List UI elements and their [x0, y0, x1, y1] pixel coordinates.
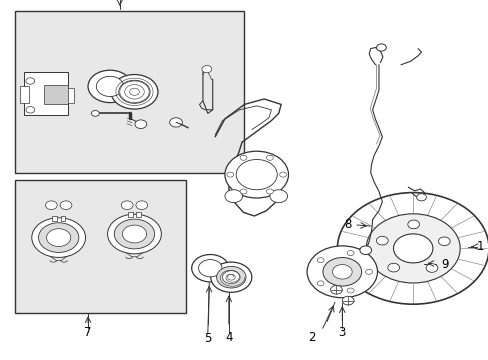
Circle shape — [135, 120, 146, 129]
Bar — [127, 212, 132, 217]
Circle shape — [346, 251, 353, 256]
Circle shape — [330, 285, 342, 294]
Circle shape — [359, 246, 371, 255]
Bar — [24, 72, 68, 115]
Text: 5: 5 — [203, 332, 211, 345]
Circle shape — [198, 260, 222, 277]
Circle shape — [236, 159, 277, 190]
Circle shape — [387, 263, 399, 272]
Circle shape — [224, 190, 242, 203]
Text: 8: 8 — [344, 219, 351, 231]
Text: 4: 4 — [224, 331, 232, 344]
Circle shape — [376, 44, 386, 51]
Text: 3: 3 — [338, 327, 346, 339]
Bar — [44, 85, 68, 104]
Circle shape — [216, 266, 245, 288]
Circle shape — [107, 214, 161, 254]
Circle shape — [39, 223, 79, 252]
Circle shape — [210, 262, 251, 292]
Circle shape — [26, 107, 35, 113]
Bar — [52, 216, 57, 221]
Text: 1: 1 — [476, 240, 483, 253]
Circle shape — [122, 225, 146, 243]
Circle shape — [240, 189, 246, 194]
Circle shape — [317, 281, 324, 286]
Circle shape — [266, 155, 273, 160]
Circle shape — [119, 80, 150, 103]
Circle shape — [346, 288, 353, 293]
Circle shape — [407, 220, 419, 229]
Circle shape — [96, 76, 123, 96]
Circle shape — [114, 219, 154, 249]
Circle shape — [266, 189, 273, 194]
Circle shape — [438, 237, 449, 246]
Bar — [20, 86, 29, 103]
Circle shape — [191, 255, 228, 282]
Circle shape — [269, 190, 287, 203]
Circle shape — [202, 66, 211, 73]
Circle shape — [169, 118, 182, 127]
Circle shape — [365, 269, 372, 274]
Circle shape — [240, 155, 246, 160]
Bar — [136, 212, 141, 217]
Circle shape — [224, 151, 288, 198]
Circle shape — [416, 194, 426, 201]
Text: 9: 9 — [440, 258, 448, 271]
Text: 2: 2 — [307, 331, 315, 344]
Circle shape — [337, 193, 488, 304]
Circle shape — [393, 234, 432, 263]
Circle shape — [91, 111, 99, 116]
Circle shape — [58, 90, 67, 97]
Circle shape — [121, 201, 133, 210]
Bar — [67, 88, 74, 103]
Circle shape — [279, 172, 286, 177]
Circle shape — [317, 258, 324, 263]
Circle shape — [136, 201, 147, 210]
Circle shape — [60, 201, 72, 210]
Circle shape — [46, 229, 71, 247]
Circle shape — [222, 271, 240, 284]
Circle shape — [342, 296, 353, 305]
Circle shape — [32, 218, 85, 257]
Circle shape — [226, 172, 233, 177]
Circle shape — [425, 264, 437, 272]
Circle shape — [111, 75, 158, 109]
Circle shape — [322, 257, 361, 286]
Circle shape — [26, 78, 35, 84]
Circle shape — [332, 265, 351, 279]
Text: 7: 7 — [84, 327, 92, 339]
Circle shape — [306, 246, 377, 298]
Circle shape — [376, 237, 387, 245]
Circle shape — [88, 70, 132, 103]
Circle shape — [366, 214, 459, 283]
Bar — [15, 11, 244, 173]
Circle shape — [45, 201, 57, 210]
Bar — [15, 180, 185, 313]
Circle shape — [227, 274, 235, 280]
Bar — [61, 216, 65, 221]
